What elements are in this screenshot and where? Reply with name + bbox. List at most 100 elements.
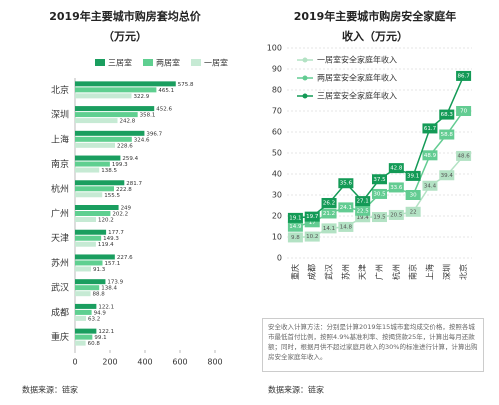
- bar: [75, 279, 106, 285]
- value-label: 14.1: [323, 226, 335, 232]
- value-label: 86.7: [457, 73, 470, 79]
- point: [388, 163, 404, 174]
- value-label: 19.4: [357, 215, 370, 221]
- point: [405, 206, 421, 217]
- value-label: 222.8: [116, 187, 132, 193]
- value-label: 173.9: [107, 280, 123, 286]
- x-tick-label: 重庆: [290, 264, 300, 280]
- point: [355, 196, 371, 207]
- y-tick-label: 杭州: [51, 183, 69, 195]
- value-label: 14.8: [340, 224, 353, 230]
- value-label: 19.5: [373, 215, 386, 221]
- value-label: 227.6: [117, 255, 133, 261]
- value-label: 61.7: [424, 126, 437, 132]
- value-label: 48.6: [457, 153, 470, 159]
- value-label: 30.5: [373, 191, 386, 197]
- value-label: 281.7: [126, 181, 142, 187]
- bar: [75, 106, 155, 112]
- x-tick-label: 天津: [357, 264, 367, 280]
- value-label: 202.2: [112, 212, 128, 218]
- bar: [75, 235, 102, 241]
- point: [439, 129, 455, 140]
- value-label: 68.3: [441, 112, 454, 118]
- point: [372, 174, 387, 185]
- y-tick-label: 70: [272, 107, 282, 116]
- bar: [75, 241, 96, 247]
- bar: [75, 229, 107, 235]
- value-label: 157.1: [104, 261, 120, 267]
- x-tick-label: 上海: [424, 264, 434, 280]
- chart-title: 2019年主要城市购房安全家庭年: [294, 9, 457, 23]
- value-label: 19.7: [306, 214, 319, 220]
- legend-swatch: [95, 59, 105, 66]
- value-label: 35.6: [340, 181, 353, 187]
- value-label: 138.4: [101, 286, 117, 292]
- value-label: 21.2: [323, 211, 335, 217]
- source: 数据来源：链家: [22, 385, 78, 395]
- point: [439, 170, 455, 181]
- bar: [75, 161, 110, 167]
- legend-swatch: [191, 59, 201, 66]
- bar: [75, 112, 138, 118]
- point: [338, 202, 354, 213]
- legend-marker: [302, 93, 308, 99]
- y-tick-label: 30: [272, 191, 282, 200]
- chart-title: 2019年主要城市购房套均总价: [49, 9, 202, 23]
- bar: [75, 315, 87, 321]
- value-label: 10.2: [306, 234, 318, 240]
- legend-swatch: [143, 59, 153, 66]
- legend-label: 一居室: [204, 58, 228, 68]
- y-tick-label: 深圳: [51, 110, 69, 121]
- point: [355, 205, 371, 216]
- value-label: 19.1: [289, 215, 301, 221]
- value-label: 88.8: [93, 292, 106, 298]
- bar: [75, 155, 121, 161]
- legend-label: 三居室安全家庭年收入: [317, 91, 397, 101]
- point: [405, 170, 421, 181]
- bar: [75, 93, 132, 99]
- bar: [75, 260, 103, 266]
- value-label: 119.4: [98, 242, 114, 248]
- value-label: 24.1: [340, 205, 352, 211]
- point: [456, 150, 472, 161]
- value-label: 94.9: [94, 310, 107, 316]
- value-label: 99.1: [94, 335, 106, 341]
- bar: [75, 211, 111, 216]
- x-tick-label: 600: [172, 358, 187, 367]
- point: [287, 212, 303, 223]
- y-tick-label: 成都: [51, 306, 69, 318]
- value-label: 20.5: [390, 212, 403, 218]
- value-label: 14.9: [289, 224, 302, 230]
- value-label: 177.7: [108, 230, 124, 236]
- bar: [75, 254, 115, 260]
- legend-marker: [302, 57, 308, 63]
- y-tick-label: 100: [267, 44, 282, 53]
- x-tick-label: 深圳: [441, 264, 451, 280]
- bar: [75, 81, 176, 87]
- bar: [75, 205, 119, 210]
- x-tick-label: 0: [72, 358, 77, 367]
- value-label: 465.1: [158, 88, 174, 94]
- point: [372, 188, 387, 199]
- point: [338, 178, 354, 189]
- bar: [75, 266, 91, 272]
- y-tick-label: 10: [272, 233, 282, 242]
- point: [287, 232, 303, 243]
- bar: [75, 136, 132, 142]
- point: [287, 221, 303, 232]
- legend-label: 一居室安全家庭年收入: [317, 55, 397, 65]
- value-label: 575.8: [178, 82, 194, 88]
- value-label: 33.6: [390, 185, 403, 191]
- point: [355, 212, 371, 223]
- value-label: 358.1: [140, 113, 156, 119]
- x-tick-label: 南京: [408, 264, 418, 280]
- x-tick-label: 400: [137, 358, 152, 367]
- point: [456, 106, 472, 116]
- x-tick-label: 200: [102, 358, 117, 367]
- y-tick-label: 武汉: [51, 282, 69, 294]
- bar: [75, 340, 86, 346]
- point: [321, 223, 337, 234]
- bar: [75, 309, 92, 315]
- value-label: 30: [410, 193, 417, 199]
